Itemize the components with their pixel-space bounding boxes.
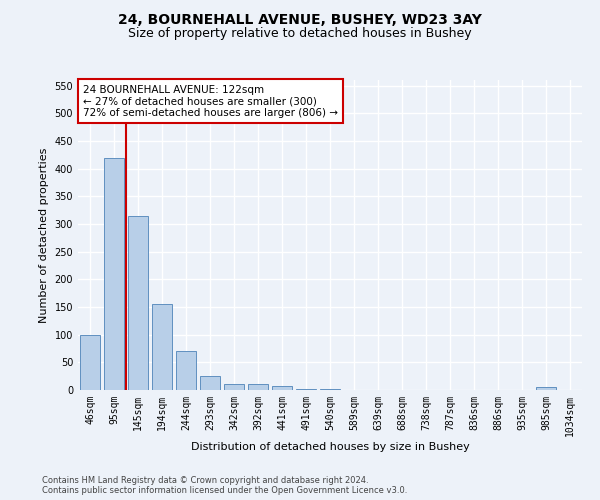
Y-axis label: Number of detached properties: Number of detached properties <box>39 148 49 322</box>
Text: Contains HM Land Registry data © Crown copyright and database right 2024.
Contai: Contains HM Land Registry data © Crown c… <box>42 476 407 495</box>
Bar <box>128 216 148 390</box>
Bar <box>104 158 124 390</box>
Bar <box>80 334 100 390</box>
Bar <box>224 384 244 390</box>
Bar <box>152 304 172 390</box>
Text: 24, BOURNEHALL AVENUE, BUSHEY, WD23 3AY: 24, BOURNEHALL AVENUE, BUSHEY, WD23 3AY <box>118 12 482 26</box>
Text: 24 BOURNEHALL AVENUE: 122sqm
← 27% of detached houses are smaller (300)
72% of s: 24 BOURNEHALL AVENUE: 122sqm ← 27% of de… <box>83 84 338 118</box>
X-axis label: Distribution of detached houses by size in Bushey: Distribution of detached houses by size … <box>191 442 469 452</box>
Bar <box>176 351 196 390</box>
Bar <box>200 376 220 390</box>
Bar <box>272 386 292 390</box>
Bar <box>248 384 268 390</box>
Bar <box>296 389 316 390</box>
Bar <box>320 389 340 390</box>
Text: Size of property relative to detached houses in Bushey: Size of property relative to detached ho… <box>128 28 472 40</box>
Bar <box>536 387 556 390</box>
